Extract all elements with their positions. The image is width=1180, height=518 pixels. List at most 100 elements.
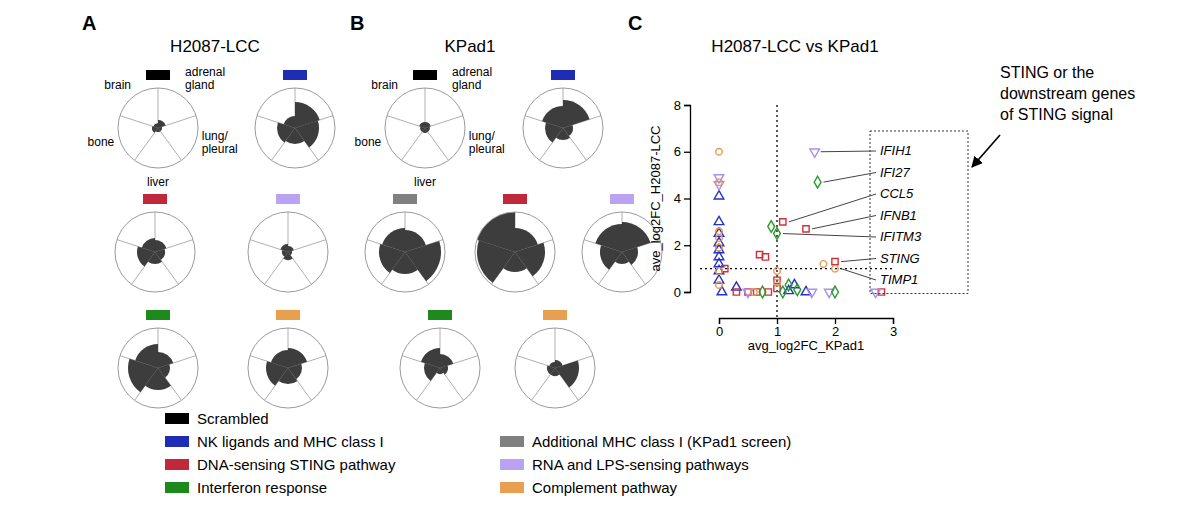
rose-frame [523,88,603,168]
point [751,289,758,296]
wedge [271,350,288,368]
series-swatch [551,70,575,80]
wedge [135,344,158,368]
chart-title: KPad1 [444,37,495,56]
point [832,286,839,298]
rose: Complement pathway [515,310,595,408]
panel-label: B [350,12,364,34]
point [785,279,792,291]
series-swatch [543,310,567,320]
legend-label: Additional MHC class I (KPad1 screen) [532,433,791,450]
rose: Interferon response [118,310,198,408]
sector-line [158,128,182,160]
legend-swatch [165,413,189,424]
point [714,191,724,199]
series: NK ligands and MHC class I [714,191,811,295]
legend-label: RNA and LPS-sensing pathways [532,456,749,473]
wedge [421,348,440,368]
point-label: STING [880,251,920,266]
wedge [595,224,622,252]
sector-line [155,240,193,252]
sector-line [264,252,288,284]
rose: NK ligands and MHC class I [255,70,335,168]
category-label: bone [355,135,382,149]
category-label: brain [371,78,398,92]
tick-label: 2 [832,324,839,339]
tick: 2 [674,238,690,253]
rose-frame [400,328,480,408]
point [774,279,781,286]
category-label: liver [147,175,169,189]
axis-line [720,319,894,325]
y-axis-title: ave_log2FC_H2087-LCC [648,126,663,272]
tick-label: 8 [674,98,681,113]
wedges [547,360,579,387]
sector-line [401,128,425,160]
legend-label: Complement pathway [532,479,678,496]
point-label: CCL5 [880,186,914,201]
series-swatch [610,194,634,204]
tick-mark [893,318,894,324]
point [768,221,775,233]
rose: DNA-sensing STING pathway [115,194,195,292]
rose-frame [365,212,445,292]
reference-line [700,268,893,269]
rose-frame [475,212,555,292]
sector-line [425,116,463,128]
wedges [595,222,650,270]
leader-line [812,216,876,229]
tick-mark [684,245,690,246]
legend-swatch [165,482,189,493]
point-label: IFITM3 [880,229,922,244]
tick-mark [684,292,690,293]
series-swatch [146,70,170,80]
rose: RNA and LPS-sensing pathways [248,194,328,292]
point [716,179,723,186]
category-label: lung/pleural [469,129,505,156]
tick-label: 6 [674,144,681,159]
wedge [142,238,155,252]
tick-mark [719,318,720,324]
wedge [563,100,590,128]
series-swatch [428,310,452,320]
legend-label: NK ligands and MHC class I [197,433,384,450]
tick-label: 3 [890,324,897,339]
series: RNA and LPS-sensing pathways [714,149,880,298]
rose: NK ligands and MHC class I [523,70,603,168]
annotation: STING or the downstream genes of STING s… [1000,64,1140,123]
tick-mark [835,318,836,324]
tick-mark [684,152,690,153]
legend-swatch [500,436,524,447]
leader-line [789,194,876,222]
rose-frame [385,88,465,168]
rose: Scrambledadrenal glandlung/pleuralliverb… [355,65,505,189]
point [714,216,724,224]
category-label: adrenal gland [452,65,495,92]
series-swatch [393,194,417,204]
legend-label: Interferon response [197,479,327,496]
point [832,265,839,272]
wedges [421,348,453,381]
rose-frame [118,328,198,408]
annotation-arrow [972,135,1000,167]
sector-line [155,252,179,284]
tick: 0 [716,318,723,339]
wedges [277,102,320,147]
rose: Scrambledadrenal glandlung/pleuralliverb… [88,65,238,189]
rose-frame [118,88,198,168]
rose-frame [115,212,195,292]
rose-frame [515,328,595,408]
tick-mark [777,318,778,324]
legend-swatch [165,436,189,447]
sector-line [250,240,288,252]
y-axis: 02468 [674,98,691,300]
legend-swatch [165,459,189,470]
point [814,176,821,188]
category-label: lung/pleural [202,129,238,156]
wedge [382,228,405,252]
leader-line [824,173,876,183]
panel-label: C [628,12,642,34]
point [716,282,723,289]
point [807,289,817,297]
series: Complement pathway [716,148,839,295]
